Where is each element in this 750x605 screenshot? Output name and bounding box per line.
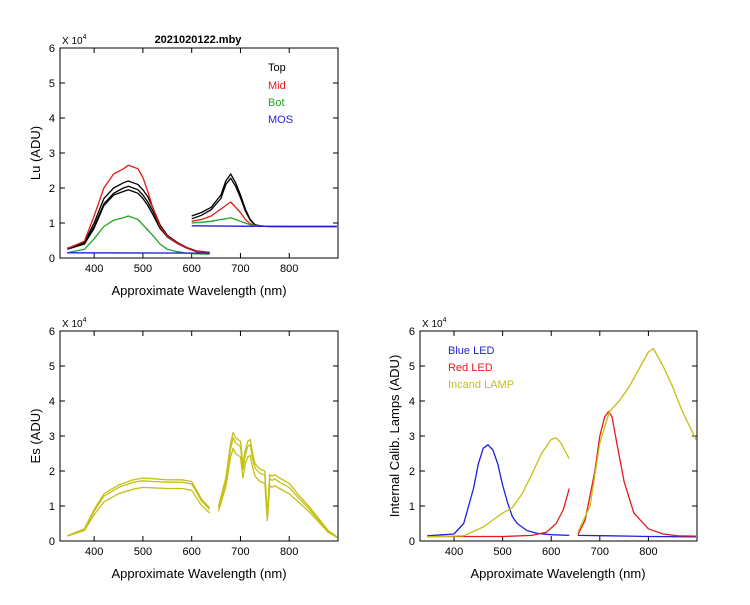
y-tick-label: 6 [409, 326, 415, 338]
panel-lu-legend: Top Mid Bot MOS [268, 62, 293, 126]
y-tick-label: 2 [409, 466, 415, 478]
y-tick-label: 2 [49, 183, 55, 195]
series-line-mos [192, 226, 337, 227]
series-line-incand-lamp [427, 438, 569, 537]
y-tick-label: 4 [409, 396, 415, 408]
x-tick-label: 600 [183, 546, 201, 558]
legend-red-led: Red LED [448, 362, 493, 374]
panel-lamps-xlabel: Approximate Wavelength (nm) [470, 566, 645, 581]
series-line-es [219, 448, 338, 537]
panel-es-ticks: 400 500 600 700 800 0 1 2 3 4 5 6 [49, 326, 338, 558]
panel-lu-ylabel: Lu (ADU) [28, 126, 43, 180]
x-tick-label: 400 [445, 546, 463, 558]
legend-blue-led: Blue LED [448, 345, 495, 357]
x-tick-label: 700 [231, 263, 249, 275]
series-line-es [67, 478, 209, 536]
panel-es-frame [60, 331, 338, 541]
series-line-bot [192, 218, 337, 227]
x-tick-label: 800 [280, 546, 298, 558]
series-line-mid [192, 202, 337, 227]
series-line-red-led [427, 489, 569, 537]
y-tick-label: 3 [49, 148, 55, 160]
series-line-mid [67, 165, 209, 253]
series-line-incand-lamp [578, 349, 696, 533]
y-tick-label: 3 [49, 431, 55, 443]
y-tick-label: 5 [49, 361, 55, 373]
y-tick-label: 2 [49, 466, 55, 478]
x-tick-label: 500 [493, 546, 511, 558]
x-tick-label: 800 [280, 263, 298, 275]
legend-incand-lamp: Incand LAMP [448, 379, 514, 391]
panel-lu: 2021020122.mby X 104 400 500 600 700 800 0 1 2 3… [28, 34, 338, 298]
y-tick-label: 0 [409, 536, 415, 548]
y-tick-label: 0 [49, 253, 55, 265]
panel-es-xlabel: Approximate Wavelength (nm) [111, 566, 286, 581]
y-tick-label: 3 [409, 431, 415, 443]
y-tick-label: 5 [409, 361, 415, 373]
x-tick-label: 600 [542, 546, 560, 558]
y-tick-label: 5 [49, 78, 55, 90]
panel-lamps: X 104 400 500 600 700 800 0 1 2 3 4 5 6 Internal Ca… [387, 317, 697, 581]
y-tick-label: 6 [49, 326, 55, 338]
series-line-blue-led [427, 445, 569, 536]
panel-es-scale: X 104 [62, 317, 87, 330]
x-tick-label: 500 [134, 546, 152, 558]
legend-top: Top [268, 62, 286, 74]
panel-es: X 104 400 500 600 700 800 0 1 2 3 4 5 6 Es (ADU) Ap… [28, 317, 338, 581]
panel-es-ylabel: Es (ADU) [28, 409, 43, 464]
series-line-top [192, 174, 337, 227]
panel-lu-xlabel: Approximate Wavelength (nm) [111, 283, 286, 298]
panel-lamps-ylabel: Internal Calib. Lamps (ADU) [387, 355, 402, 518]
y-tick-label: 1 [49, 501, 55, 513]
legend-bot: Bot [268, 97, 285, 109]
x-tick-label: 600 [183, 263, 201, 275]
x-tick-label: 500 [134, 263, 152, 275]
x-tick-label: 700 [231, 546, 249, 558]
y-tick-label: 6 [49, 43, 55, 55]
x-tick-label: 700 [591, 546, 609, 558]
x-tick-label: 400 [85, 263, 103, 275]
legend-mid: Mid [268, 80, 286, 92]
series-line-es [67, 487, 209, 536]
legend-mos: MOS [268, 114, 293, 126]
y-tick-label: 4 [49, 396, 55, 408]
y-tick-label: 1 [409, 501, 415, 513]
panel-lu-scale: X 104 [62, 34, 87, 47]
panel-lamps-scale: X 104 [422, 317, 447, 330]
x-tick-label: 800 [639, 546, 657, 558]
panel-lu-title: 2021020122.mby [155, 34, 243, 46]
x-tick-label: 400 [85, 546, 103, 558]
panel-lamps-ticks: 400 500 600 700 800 0 1 2 3 4 5 6 [409, 326, 697, 558]
y-tick-label: 1 [49, 218, 55, 230]
panel-lamps-series [427, 349, 696, 537]
panel-lamps-legend: Blue LED Red LED Incand LAMP [448, 345, 514, 391]
series-line-top [192, 178, 337, 226]
series-line-top [67, 181, 209, 252]
y-tick-label: 4 [49, 113, 55, 125]
y-tick-label: 0 [49, 536, 55, 548]
panel-es-series [67, 433, 337, 538]
series-line-top [67, 190, 209, 253]
panel-lu-series [67, 165, 337, 254]
